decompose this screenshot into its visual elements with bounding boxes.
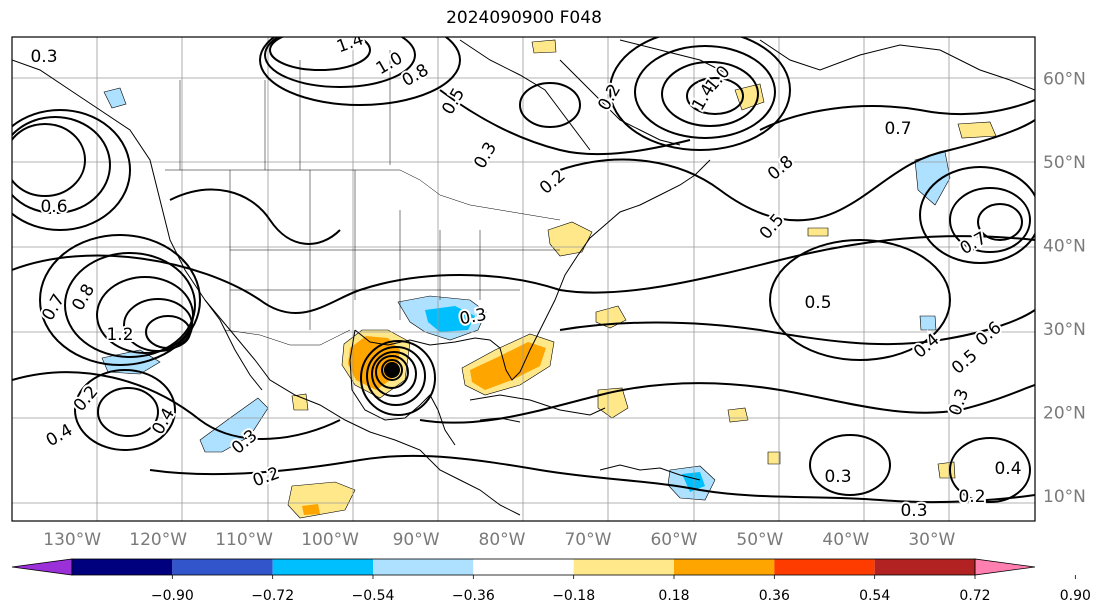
shade-yellow-small1 <box>531 39 557 54</box>
colorbar-tick-label: −0.36 <box>452 588 495 604</box>
shade-yellow-small5 <box>767 451 781 465</box>
colorbar-bin <box>11 558 73 576</box>
colorbar-bin <box>72 559 173 575</box>
colorbar-bin <box>774 559 875 575</box>
shade-yellow-small2 <box>291 393 309 411</box>
colorbar-tick-label: −0.72 <box>251 588 294 604</box>
colorbar-tick-label: 0.90 <box>1060 588 1091 604</box>
lon-label: 50°W <box>736 530 783 550</box>
map-title: 2024090900 F048 <box>446 8 602 28</box>
shade-yellow-small4 <box>937 461 956 479</box>
shade-yellow-small3 <box>807 227 829 237</box>
colorbar-frame <box>71 558 976 576</box>
graticule <box>12 37 1035 521</box>
shade-blue-alaska <box>103 87 127 109</box>
colorbar-tick-label: −0.54 <box>352 588 395 604</box>
shade-yellow-atl-e <box>957 121 997 139</box>
lon-label: 110°W <box>215 530 273 550</box>
shade-yellow-newengland <box>547 221 593 257</box>
shade-blue-mexico <box>199 397 269 453</box>
lon-label: 120°W <box>129 530 187 550</box>
shade-cyan-gulf <box>425 306 475 332</box>
colorbar-tick-label: 0.54 <box>859 588 890 604</box>
shade-orange-pacific <box>302 504 320 515</box>
contour-label: 0.3 <box>900 501 927 521</box>
colorbar <box>11 558 1036 576</box>
lat-label: 60°N <box>1043 70 1086 90</box>
shade-orange-florida <box>470 342 546 390</box>
contour-label: 0.7 <box>884 119 911 139</box>
contour-label: 0.4 <box>994 459 1021 479</box>
map-border <box>11 36 1036 522</box>
lon-label: 100°W <box>301 530 359 550</box>
contour-label: 0.6 <box>40 197 67 217</box>
shade-yellow-atl-c <box>727 407 749 423</box>
colorbar-tick-label: 0.36 <box>759 588 790 604</box>
colorbar-bin <box>172 559 273 575</box>
shade-blue-small <box>919 315 937 331</box>
lat-label: 50°N <box>1043 153 1086 173</box>
colorbar-bin <box>674 559 775 575</box>
coastlines <box>12 39 1035 516</box>
colorbar-tick-label: 0.18 <box>658 588 689 604</box>
lat-label: 30°N <box>1043 320 1086 340</box>
colorbar-bin <box>874 559 975 575</box>
lon-label: 40°W <box>822 530 869 550</box>
lon-label: 80°W <box>479 530 526 550</box>
shade-yellow-atl-b <box>597 387 629 419</box>
contour-label: 0.3 <box>30 47 57 67</box>
map-panel: 0.3 1.41.00.80.5 0.21.01.40.30.70.80.60.70… <box>12 37 1035 521</box>
colorbar-bin <box>473 559 574 575</box>
latitude-labels: 60°N 50°N 40°N 30°N 20°N 10°N <box>1043 70 1086 507</box>
contours <box>12 37 1035 504</box>
lon-label: 130°W <box>43 530 101 550</box>
colorbar-tick-labels: −0.90 −0.72 −0.54 −0.36 −0.18 0.18 0.36 0.54 0.7… <box>151 575 1091 604</box>
colorbar-bin <box>272 559 373 575</box>
colorbar-tick-label: 0.72 <box>959 588 990 604</box>
lat-label: 20°N <box>1043 404 1086 424</box>
lon-label: 70°W <box>564 530 611 550</box>
colorbar-bin <box>373 559 474 575</box>
colorbar-bin <box>974 558 1036 576</box>
lat-label: 40°N <box>1043 237 1086 257</box>
political-borders <box>165 50 561 346</box>
contour-label: 1.2 <box>106 325 133 345</box>
lon-label: 60°W <box>650 530 697 550</box>
contour-label: 0.3 <box>824 467 851 487</box>
colorbar-tick-label: −0.90 <box>151 588 194 604</box>
contour-label: 0.2 <box>958 487 985 507</box>
longitude-labels: 130°W 120°W 110°W 100°W 90°W 80°W 70°W 60°W 50°W… <box>43 530 955 550</box>
lon-label: 90°W <box>393 530 440 550</box>
colorbar-tick-label: −0.18 <box>552 588 595 604</box>
lat-label: 10°N <box>1043 487 1086 507</box>
colorbar-bin <box>573 559 674 575</box>
lon-label: 30°W <box>908 530 955 550</box>
contour-label: 0.5 <box>804 293 831 313</box>
